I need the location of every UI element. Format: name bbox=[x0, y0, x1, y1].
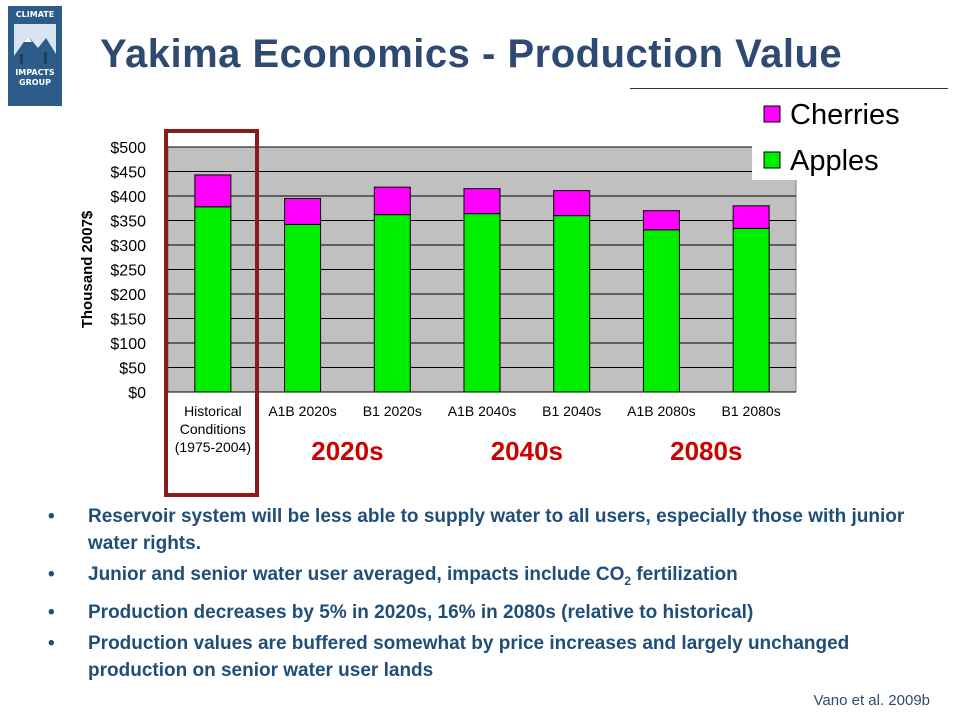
bar-cherries bbox=[463, 188, 501, 215]
bullet-text: Reservoir system will be less able to su… bbox=[88, 506, 905, 554]
x-tick-label: A1B 2080s bbox=[627, 403, 696, 419]
y-tick-label: $250 bbox=[110, 263, 146, 280]
bar-apples bbox=[553, 215, 591, 393]
bar-cherries bbox=[732, 205, 770, 229]
title-divider bbox=[630, 88, 948, 89]
bullet-item: Junior and senior water user averaged, i… bbox=[48, 561, 918, 595]
bullet-item: Production values are buffered somewhat … bbox=[48, 630, 918, 684]
citation: Vano et al. 2009b bbox=[813, 692, 930, 709]
production-value-chart: $0 $50 $100 $150 $200 $250 $300 $350 $400 $450 $50… bbox=[79, 99, 900, 497]
legend-label-cherries: Cherries bbox=[790, 99, 900, 131]
bullet-subscript: 2 bbox=[624, 573, 632, 588]
bullet-text: Production decreases by 5% in 2020s, 16%… bbox=[88, 601, 754, 623]
bullet-list: Reservoir system will be less able to su… bbox=[48, 503, 918, 688]
bar-cherries bbox=[194, 174, 232, 208]
x-tick-label: (1975-2004) bbox=[175, 439, 251, 455]
bullet-text: Production values are buffered somewhat … bbox=[88, 632, 850, 681]
bar-apples bbox=[194, 206, 232, 393]
y-axis-label: Thousand 2007$ bbox=[79, 210, 96, 328]
historical-highlight-box bbox=[164, 129, 259, 497]
y-tick-label: $350 bbox=[110, 214, 146, 231]
period-label: 2040s bbox=[491, 436, 563, 466]
slide-title: Yakima Economics - Production Value bbox=[100, 32, 843, 76]
y-tick-label: $50 bbox=[119, 361, 146, 378]
y-tick-label: $100 bbox=[110, 336, 146, 353]
y-tick-label: $300 bbox=[110, 238, 146, 255]
y-tick-label: $500 bbox=[110, 140, 146, 157]
logo-text-impacts: IMPACTS bbox=[15, 68, 55, 77]
bar-cherries bbox=[373, 186, 411, 216]
y-tick-label: $150 bbox=[110, 312, 146, 329]
y-tick-label: $450 bbox=[110, 165, 146, 182]
bullet-text: fertilization bbox=[631, 564, 738, 585]
bar-apples bbox=[642, 229, 680, 393]
period-label: 2020s bbox=[311, 436, 383, 466]
period-label: 2080s bbox=[670, 436, 742, 466]
y-tick-label: $400 bbox=[110, 189, 146, 206]
bullet-item: Production decreases by 5% in 2020s, 16%… bbox=[48, 599, 918, 626]
x-tick-label: A1B 2040s bbox=[448, 403, 517, 419]
x-tick-label: A1B 2020s bbox=[268, 403, 337, 419]
x-tick-label: B1 2080s bbox=[722, 403, 781, 419]
bar-apples bbox=[463, 213, 501, 393]
bar-cherries bbox=[553, 190, 591, 217]
x-tick-label: Historical bbox=[184, 403, 242, 419]
bar-apples bbox=[284, 223, 322, 393]
x-tick-label: Conditions bbox=[180, 421, 246, 437]
y-tick-label: $200 bbox=[110, 287, 146, 304]
logo-text-climate: CLIMATE bbox=[15, 10, 55, 19]
bar-cherries bbox=[642, 210, 680, 231]
y-tick-label: $0 bbox=[128, 385, 146, 402]
x-tick-label: B1 2040s bbox=[542, 403, 601, 419]
mountain-icon bbox=[14, 36, 56, 64]
legend-swatch-apples bbox=[763, 151, 781, 169]
legend-label-apples: Apples bbox=[790, 145, 879, 177]
bar-apples bbox=[373, 214, 411, 393]
logo-emblem bbox=[14, 24, 56, 64]
bar-cherries bbox=[284, 197, 322, 225]
x-tick-label: B1 2020s bbox=[363, 403, 422, 419]
legend-swatch-cherries bbox=[763, 105, 781, 123]
climate-impacts-group-logo: CLIMATE IMPACTS GROUP bbox=[8, 6, 62, 106]
bar-apples bbox=[732, 227, 770, 393]
logo-text-group: GROUP bbox=[19, 78, 51, 87]
bullet-item: Reservoir system will be less able to su… bbox=[48, 503, 918, 557]
bullet-text: Junior and senior water user averaged, i… bbox=[88, 564, 625, 585]
